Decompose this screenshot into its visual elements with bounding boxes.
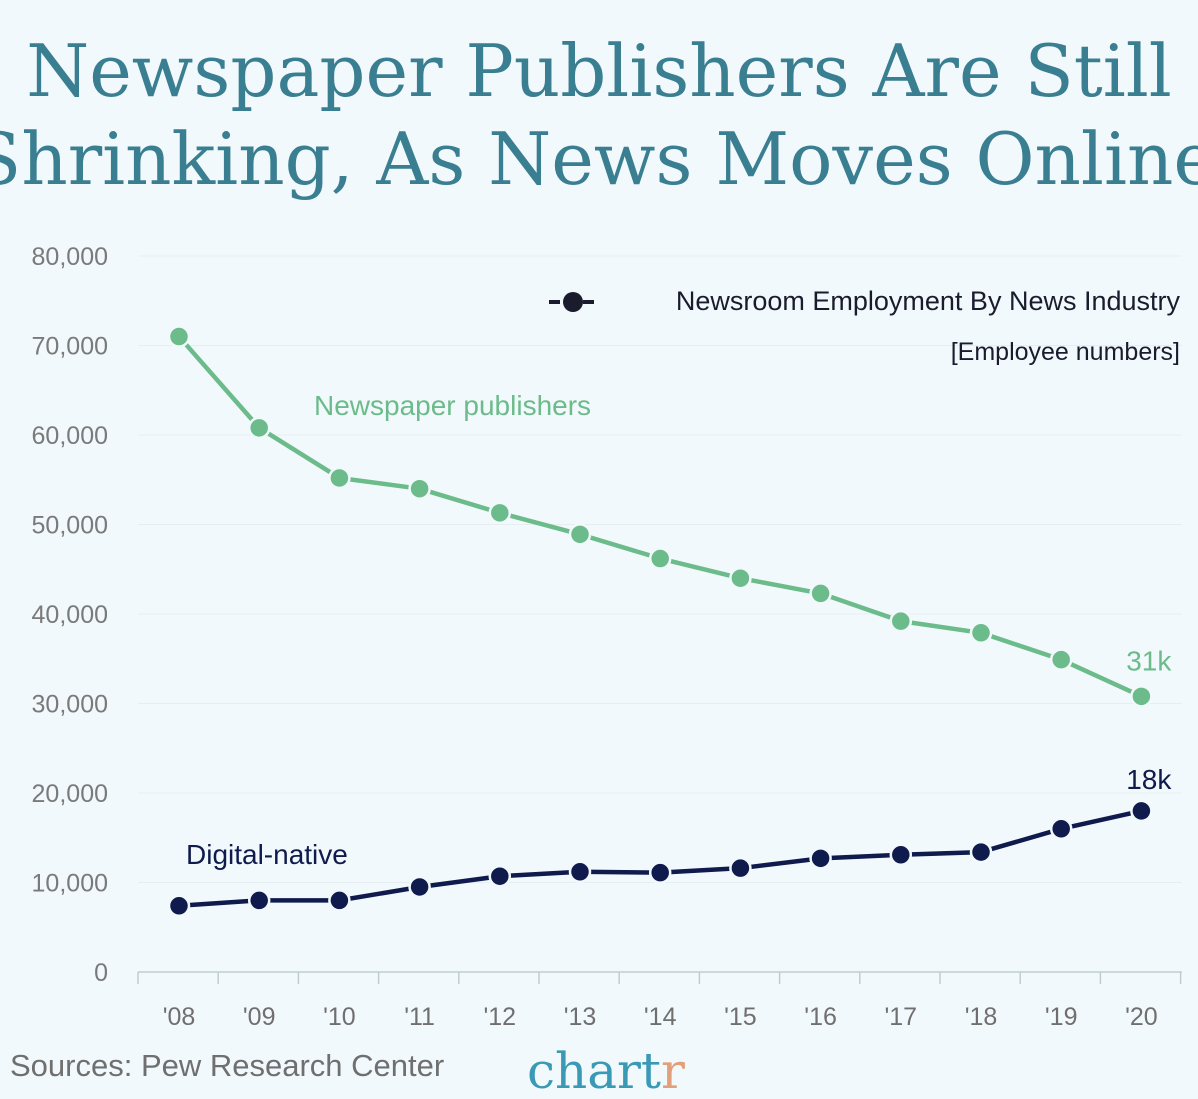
newspaper-point (247, 416, 271, 440)
brand-logo: chartr (527, 1042, 685, 1099)
gridlines (138, 255, 1182, 883)
digital-point (408, 875, 431, 899)
digital-point (1130, 799, 1153, 823)
digital-point (889, 843, 913, 867)
newspaper-point (729, 566, 752, 590)
y-axis-ticks: 0 10,000 20,000 30,000 40,000 50,000 60,000 70,… (32, 243, 108, 987)
newspaper-point (648, 547, 672, 570)
newspaper-series-label: Newspaper publishers (314, 390, 591, 421)
digital-point (167, 894, 191, 918)
digital-point (1049, 817, 1073, 841)
y-tick-label: 70,000 (32, 333, 108, 361)
newspaper-point (167, 325, 191, 348)
y-tick-label: 50,000 (32, 512, 108, 540)
newspaper-end-label: 31k (1126, 645, 1172, 676)
x-tick-label: '12 (484, 1003, 517, 1031)
chart-title-line-1: Newspaper Publishers Are Still (26, 29, 1172, 113)
x-tick-label: '08 (163, 1003, 196, 1031)
series-layer: Newspaper publishers 31k Digital-native 18k (167, 325, 1172, 918)
digital-point (969, 840, 993, 864)
x-axis: '08 '09 '10 '11 '12 '13 '14 '15 '16 '17 '18 '19 '20 (137, 971, 1182, 1031)
digital-point (648, 861, 672, 884)
x-tick-label: '16 (804, 1003, 837, 1031)
x-tick-label: '11 (404, 1003, 435, 1031)
chart-title-line-2: Shrinking, As News Moves Online (0, 117, 1198, 201)
digital-end-label: 18k (1126, 764, 1172, 795)
legend-label: Newsroom Employment By News Industry (676, 286, 1181, 316)
digital-series-label: Digital-native (186, 839, 348, 870)
digital-point (568, 860, 592, 884)
y-tick-label: 60,000 (32, 422, 108, 450)
x-tick-label: '17 (885, 1003, 918, 1031)
digital-point (488, 864, 512, 888)
y-tick-label: 0 (94, 959, 108, 987)
newspaper-point (969, 621, 993, 645)
newspaper-point (1130, 685, 1153, 708)
digital-point (328, 889, 351, 912)
legend-marker-icon (563, 292, 583, 312)
source-note: Sources: Pew Research Center (10, 1048, 444, 1083)
newspaper-point (1049, 648, 1073, 671)
newspaper-series: Newspaper publishers 31k (167, 325, 1172, 708)
y-tick-label: 80,000 (32, 243, 108, 271)
legend: Newsroom Employment By News Industry [Em… (549, 286, 1180, 366)
newspaper-point (568, 523, 592, 546)
x-tick-label: '09 (243, 1003, 276, 1031)
newspaper-point (809, 582, 832, 605)
x-tick-label: '10 (323, 1003, 356, 1031)
x-tick-label: '19 (1045, 1003, 1078, 1031)
y-tick-label: 40,000 (32, 601, 108, 629)
y-tick-label: 10,000 (32, 870, 108, 898)
newspaper-point (889, 609, 913, 633)
digital-point (247, 889, 271, 912)
unit-label: [Employee numbers] (951, 338, 1180, 366)
y-tick-label: 20,000 (32, 780, 108, 808)
x-tick-label: '14 (644, 1003, 677, 1031)
x-tick-label: '18 (965, 1003, 998, 1031)
y-tick-label: 30,000 (32, 691, 108, 719)
brand-logo-main: chart (527, 1042, 661, 1099)
newspaper-point (488, 501, 512, 525)
brand-logo-accent: r (661, 1042, 685, 1099)
x-tick-label: '13 (564, 1003, 597, 1031)
digital-series: Digital-native 18k (167, 764, 1172, 918)
newspaper-point (328, 466, 351, 490)
x-tick-label: '15 (724, 1003, 757, 1031)
newspaper-point (408, 477, 431, 500)
x-tick-label: '20 (1125, 1003, 1158, 1031)
digital-point (809, 847, 832, 870)
digital-point (729, 856, 752, 880)
